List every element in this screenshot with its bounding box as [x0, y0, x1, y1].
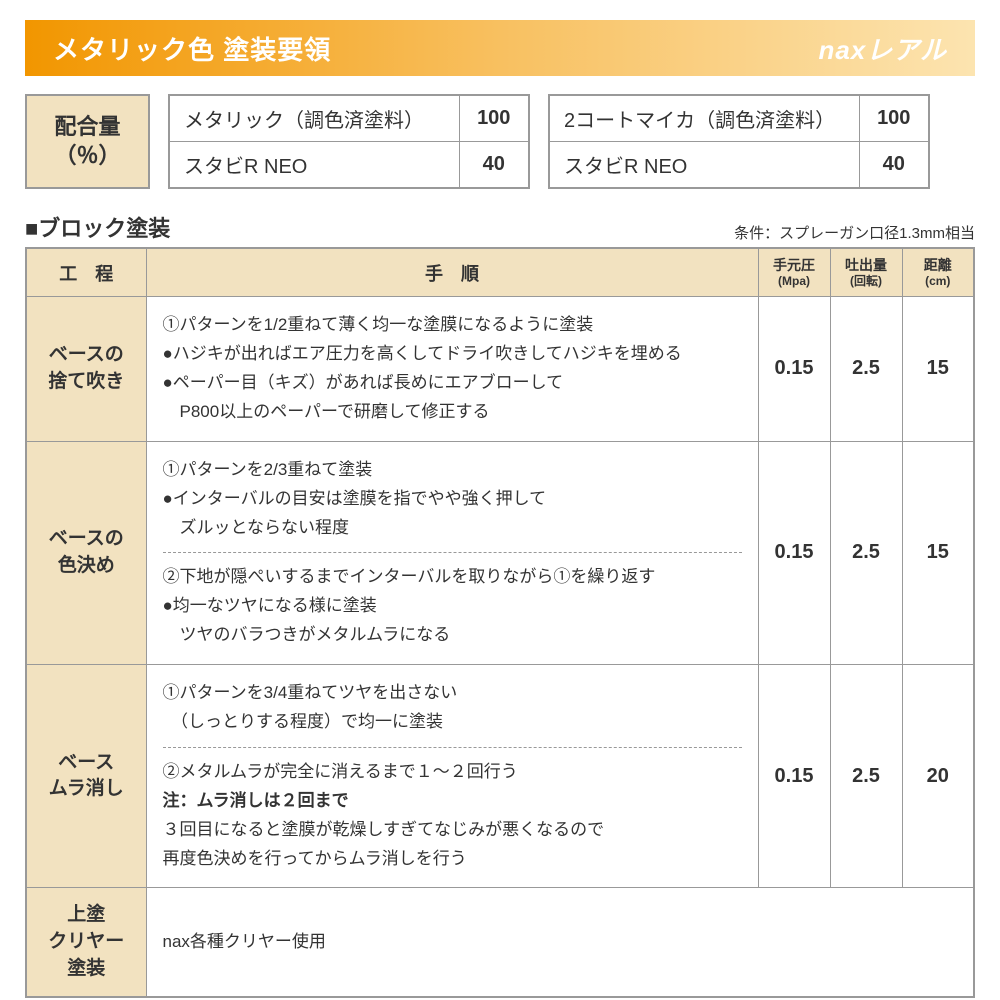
step-name-4: 上塗 クリヤー塗装 [26, 888, 146, 997]
page-title: メタリック色 塗装要領 [53, 30, 331, 67]
col-header-output: 吐出量 (回転) [830, 248, 902, 297]
step2-mpa: 0.15 [758, 441, 830, 664]
procedure-table: 工 程 手 順 手元圧 (Mpa) 吐出量 (回転) 距離 (cm) ベースの … [25, 247, 975, 998]
table-header-row: 工 程 手 順 手元圧 (Mpa) 吐出量 (回転) 距離 (cm) [26, 248, 974, 297]
mix1-row2-name: スタビR NEO [169, 142, 459, 189]
step-instructions-2: ①パターンを2/3重ねて塗装 ●インターバルの目安は塗膜を指でやや強く押して ズ… [146, 441, 758, 664]
instr-text: ②下地が隠ぺいするまでインターバルを取りながら①を繰り返す [163, 563, 742, 592]
mix-ratio-label: 配合量 （％） [25, 94, 150, 189]
step-instructions-4: nax各種クリヤー使用 [146, 888, 974, 997]
instr-text: 再度色決めを行ってからムラ消しを行う [163, 845, 742, 874]
col-header-pressure-sub: (Mpa) [763, 274, 826, 288]
mix-table-1: メタリック（調色済塗料） 100 スタビR NEO 40 [168, 94, 530, 189]
step-instructions-3: ①パターンを3/4重ねてツヤを出さない （しっとりする程度）で均一に塗装 ②メタ… [146, 665, 758, 888]
step2-rot: 2.5 [830, 441, 902, 664]
instr-text: nax各種クリヤー使用 [163, 928, 958, 957]
col-header-pressure-main: 手元圧 [773, 257, 815, 273]
step1-mpa: 0.15 [758, 297, 830, 442]
mix1-row1-val: 100 [459, 95, 529, 142]
table-row: 上塗 クリヤー塗装 nax各種クリヤー使用 [26, 888, 974, 997]
mix2-row1-val: 100 [859, 95, 929, 142]
instr-text: ①パターンを3/4重ねてツヤを出さない [163, 679, 742, 708]
mix2-row2-name: スタビR NEO [549, 142, 859, 189]
mix-label-line2: （％） [54, 142, 120, 171]
mix2-row2-val: 40 [859, 142, 929, 189]
instr-text: ●インターバルの目安は塗膜を指でやや強く押して [163, 485, 742, 514]
table-row: ベース ムラ消し ①パターンを3/4重ねてツヤを出さない （しっとりする程度）で… [26, 665, 974, 888]
step2-dist: 15 [902, 441, 974, 664]
col-header-distance-main: 距離 [924, 257, 952, 273]
instr-text-bold: 注：ムラ消しは２回まで [163, 787, 742, 816]
dashed-separator [163, 747, 742, 748]
instr-text: ３回目になると塗膜が乾燥しすぎてなじみが悪くなるので [163, 816, 742, 845]
condition-note: 条件：スプレーガン口径1.3mm相当 [734, 222, 975, 243]
instr-text: ②メタルムラが完全に消えるまで１〜２回行う [163, 758, 742, 787]
col-header-distance-sub: (cm) [907, 274, 970, 288]
dashed-separator [163, 552, 742, 553]
mix1-row1-name: メタリック（調色済塗料） [169, 95, 459, 142]
section-title: ■ブロック塗装 [25, 211, 170, 243]
mix-table-2: 2コートマイカ（調色済塗料） 100 スタビR NEO 40 [548, 94, 930, 189]
instr-text: ツヤのバラつきがメタルムラになる [163, 621, 742, 650]
col-header-pressure: 手元圧 (Mpa) [758, 248, 830, 297]
mix1-row2-val: 40 [459, 142, 529, 189]
instr-text: ①パターンを2/3重ねて塗装 [163, 456, 742, 485]
step-name-2: ベースの 色決め [26, 441, 146, 664]
instr-text: ●ハジキが出ればエア圧力を高くしてドライ吹きしてハジキを埋める [163, 340, 742, 369]
table-row: ベースの 捨て吹き ①パターンを1/2重ねて薄く均一な塗膜になるように塗装 ●ハ… [26, 297, 974, 442]
step1-dist: 15 [902, 297, 974, 442]
step3-mpa: 0.15 [758, 665, 830, 888]
instr-text: ズルッとならない程度 [163, 514, 742, 543]
step1-rot: 2.5 [830, 297, 902, 442]
instr-text: ●ペーパー目（キズ）があれば長めにエアブローして [163, 369, 742, 398]
col-header-process: 工 程 [26, 248, 146, 297]
step-name-1: ベースの 捨て吹き [26, 297, 146, 442]
header-bar: メタリック色 塗装要領 naxレアル [25, 20, 975, 76]
col-header-output-main: 吐出量 [845, 257, 887, 273]
instr-text: ①パターンを1/2重ねて薄く均一な塗膜になるように塗装 [163, 311, 742, 340]
table-row: ベースの 色決め ①パターンを2/3重ねて塗装 ●インターバルの目安は塗膜を指で… [26, 441, 974, 664]
col-header-procedure: 手 順 [146, 248, 758, 297]
mix-label-line1: 配合量 [54, 113, 120, 142]
step-instructions-1: ①パターンを1/2重ねて薄く均一な塗膜になるように塗装 ●ハジキが出ればエア圧力… [146, 297, 758, 442]
step3-dist: 20 [902, 665, 974, 888]
instr-text: P800以上のペーパーで研磨して修正する [163, 398, 742, 427]
step3-rot: 2.5 [830, 665, 902, 888]
col-header-distance: 距離 (cm) [902, 248, 974, 297]
step-name-3: ベース ムラ消し [26, 665, 146, 888]
col-header-output-sub: (回転) [835, 274, 898, 288]
instr-text: ●均一なツヤになる様に塗装 [163, 592, 742, 621]
brand-logo: naxレアル [818, 30, 947, 67]
instr-text: （しっとりする程度）で均一に塗装 [163, 708, 742, 737]
mix2-row1-name: 2コートマイカ（調色済塗料） [549, 95, 859, 142]
mix-ratio-section: 配合量 （％） メタリック（調色済塗料） 100 スタビR NEO 40 2コー… [25, 94, 975, 189]
